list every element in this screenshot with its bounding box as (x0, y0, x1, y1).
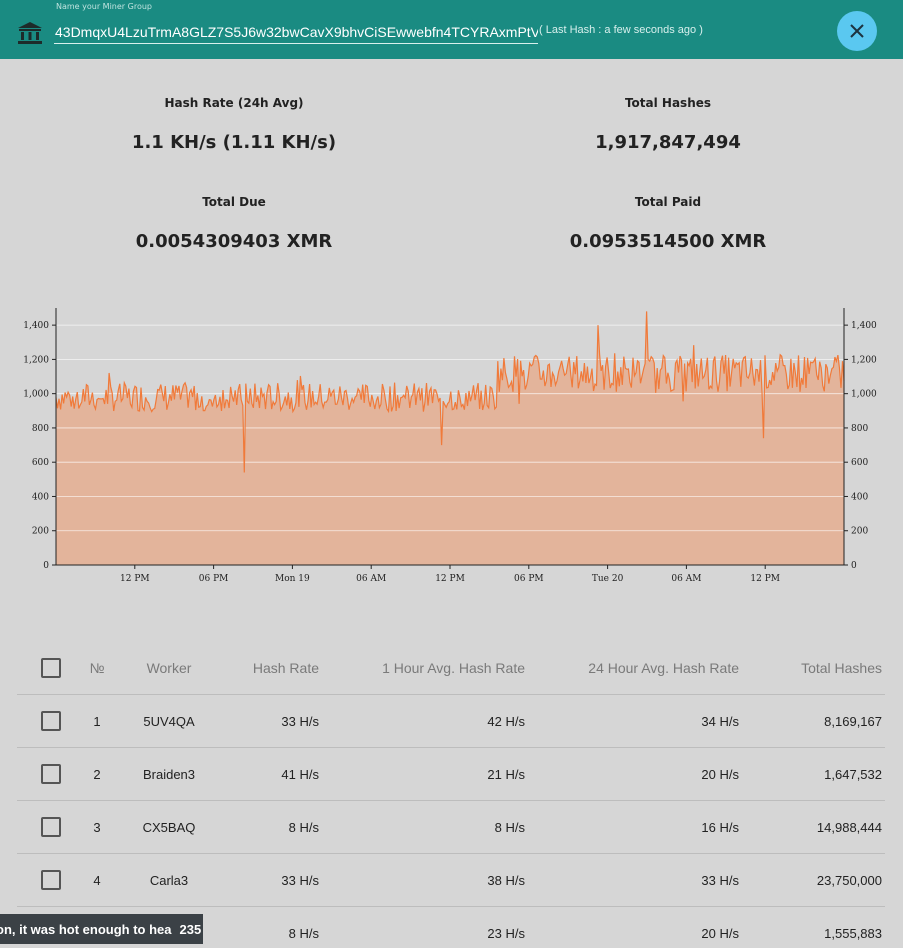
row-worker: CX5BAQ (142, 819, 196, 835)
chart-area-fill (56, 311, 844, 565)
y-tick-label-left: 1,200 (23, 355, 49, 365)
row-hash-rate: 41 H/s (281, 766, 319, 782)
row-24h-avg: 20 H/s (701, 925, 739, 941)
y-tick-label-right: 1,000 (851, 390, 877, 400)
x-tick-label: 06 AM (671, 574, 701, 584)
y-tick-label-left: 1,400 (23, 321, 49, 331)
stat-label: Hash Rate (24h Avg) (164, 96, 304, 110)
header-total-hashes[interactable]: Total Hashes (801, 659, 882, 676)
stat-label: Total Due (202, 195, 266, 209)
row-1h-avg: 8 H/s (494, 819, 525, 835)
table-row[interactable]: 4 Carla3 33 H/s 38 H/s 33 H/s 23,750,000 (17, 854, 885, 907)
row-hash-rate: 8 H/s (288, 819, 319, 835)
row-total-hashes: 8,169,167 (824, 713, 882, 729)
y-tick-label-left: 400 (32, 492, 49, 502)
row-no: 1 (93, 713, 101, 729)
x-tick-label: Mon 19 (275, 574, 310, 584)
y-tick-label-right: 1,400 (851, 321, 877, 331)
row-checkbox[interactable] (41, 764, 61, 784)
row-1h-avg: 38 H/s (487, 872, 525, 888)
row-checkbox[interactable] (41, 711, 61, 731)
row-hash-rate: 33 H/s (281, 713, 319, 729)
x-tick-label: Tue 20 (592, 574, 624, 584)
hash-rate-chart: 0 0 200 200 400 400 600 600 800 800 1,000 1,000 1,20… (0, 298, 903, 590)
y-tick-label-left: 1,000 (23, 390, 49, 400)
toast-count: 235 (179, 921, 202, 937)
x-tick-label: 06 PM (514, 574, 544, 584)
row-1h-avg: 21 H/s (487, 766, 525, 782)
x-tick-label: 06 PM (199, 574, 229, 584)
last-hash-status: ( Last Hash : a few seconds ago ) (539, 24, 703, 36)
row-worker: Carla3 (149, 872, 189, 888)
stat-label: Total Paid (634, 195, 702, 209)
select-all-checkbox[interactable] (41, 657, 61, 678)
row-no: 2 (93, 766, 101, 782)
stat-value: 0.0054309403 XMR (135, 231, 333, 252)
x-tick-label: 12 PM (435, 574, 465, 584)
row-checkbox[interactable] (41, 870, 61, 890)
row-no: 4 (93, 872, 101, 888)
x-tick-label: 12 PM (750, 574, 780, 584)
row-24h-avg: 33 H/s (701, 872, 739, 888)
row-hash-rate: 8 H/s (288, 925, 319, 941)
stat-hash-rate: Hash Rate (24h Avg) 1.1 KH/s (1.11 KH/s) (54, 96, 414, 153)
stat-value: 0.0953514500 XMR (569, 231, 767, 252)
top-bar: Name your Miner Group ( Last Hash : a fe… (0, 0, 903, 59)
y-tick-label-right: 200 (851, 527, 868, 537)
bank-icon (18, 22, 42, 44)
header-1h-avg[interactable]: 1 Hour Avg. Hash Rate (382, 659, 525, 676)
close-icon (850, 24, 864, 38)
y-tick-label-right: 1,200 (851, 355, 877, 365)
toast-notification[interactable]: on, it was hot enough to hea 235 (0, 914, 203, 944)
row-total-hashes: 1,555,883 (824, 925, 882, 941)
row-worker: 5UV4QA (143, 713, 195, 729)
y-tick-label-left: 800 (32, 424, 49, 434)
miner-address-input[interactable] (54, 20, 538, 44)
y-tick-label-right: 0 (851, 561, 857, 571)
row-total-hashes: 14,988,444 (816, 819, 882, 835)
y-tick-label-right: 800 (851, 424, 868, 434)
miner-group-label: Name your Miner Group (56, 2, 152, 11)
stat-label: Total Hashes (624, 96, 712, 110)
row-24h-avg: 20 H/s (701, 766, 739, 782)
x-tick-label: 06 AM (356, 574, 386, 584)
table-row[interactable]: 2 Braiden3 41 H/s 21 H/s 20 H/s 1,647,53… (17, 748, 885, 801)
table-header-row: № Worker Hash Rate 1 Hour Avg. Hash Rate… (17, 641, 885, 695)
row-checkbox[interactable] (41, 817, 61, 837)
row-24h-avg: 16 H/s (701, 819, 739, 835)
stat-total-hashes: Total Hashes 1,917,847,494 (488, 96, 848, 153)
toast-text: on, it was hot enough to hea (0, 921, 172, 937)
row-1h-avg: 23 H/s (487, 925, 525, 941)
y-tick-label-right: 400 (851, 492, 868, 502)
stat-total-due: Total Due 0.0054309403 XMR (54, 195, 414, 252)
stat-value: 1.1 KH/s (1.11 KH/s) (131, 132, 337, 153)
row-1h-avg: 42 H/s (487, 713, 525, 729)
table-row[interactable]: 3 CX5BAQ 8 H/s 8 H/s 16 H/s 14,988,444 (17, 801, 885, 854)
y-tick-label-right: 600 (851, 458, 868, 468)
header-worker[interactable]: Worker (146, 659, 192, 676)
y-tick-label-left: 600 (32, 458, 49, 468)
row-worker: Braiden3 (142, 766, 196, 782)
y-tick-label-left: 200 (32, 527, 49, 537)
header-24h-avg[interactable]: 24 Hour Avg. Hash Rate (588, 659, 739, 676)
row-hash-rate: 33 H/s (281, 872, 319, 888)
stat-total-paid: Total Paid 0.0953514500 XMR (488, 195, 848, 252)
stat-value: 1,917,847,494 (595, 132, 741, 153)
header-hash-rate[interactable]: Hash Rate (252, 659, 319, 676)
chart-series-line (55, 311, 845, 473)
row-total-hashes: 23,750,000 (816, 872, 882, 888)
workers-table: № Worker Hash Rate 1 Hour Avg. Hash Rate… (17, 641, 885, 948)
row-total-hashes: 1,647,532 (824, 766, 882, 782)
close-button[interactable] (837, 11, 877, 51)
hash-rate-chart-svg: 0 0 200 200 400 400 600 600 800 800 1,000 1,000 1,20… (23, 308, 877, 584)
table-row[interactable]: 1 5UV4QA 33 H/s 42 H/s 34 H/s 8,169,167 (17, 695, 885, 748)
header-no[interactable]: № (89, 659, 105, 676)
x-tick-label: 12 PM (120, 574, 150, 584)
row-24h-avg: 34 H/s (701, 713, 739, 729)
y-tick-label-left: 0 (43, 561, 49, 571)
row-no: 3 (93, 819, 101, 835)
